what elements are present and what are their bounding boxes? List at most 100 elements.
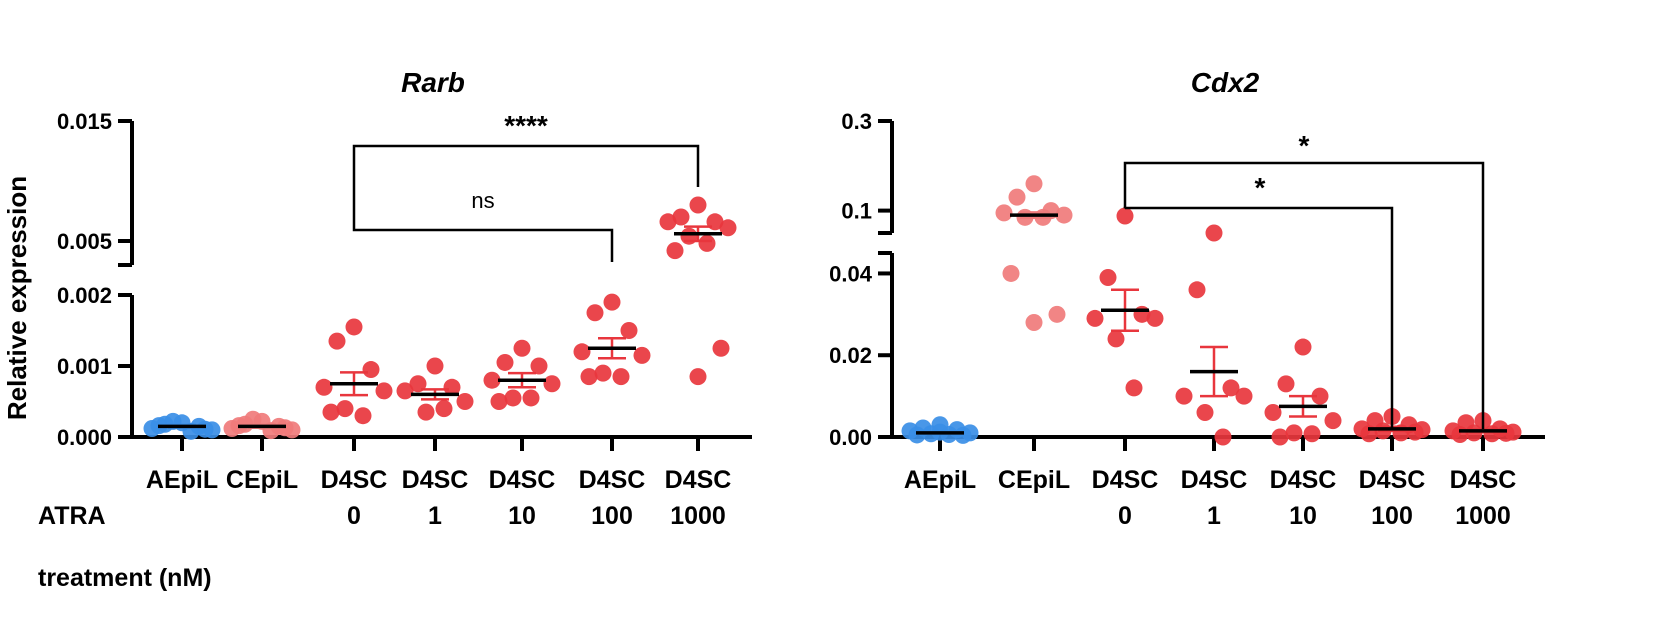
x-tick-label-d4sc: D4SC [665,466,732,494]
x-tick-label-dose: 1000 [670,502,726,530]
rarb-panel: Rarb 0.000 0.001 0.002 0.005 0.015 AEpiL CEpiL D… [57,67,752,530]
data-point [1025,314,1043,332]
significance-label: **** [504,110,548,141]
x-axis-label-line-1: ATRA [38,502,106,530]
data-point [504,389,522,407]
x-tick-label-aepil: AEpiL [904,466,976,494]
data-point [1303,425,1321,443]
data-point [426,357,444,375]
x-tick-label-d4sc: D4SC [1181,466,1248,494]
data-point [496,353,514,371]
data-point [1214,428,1232,446]
data-point [417,403,435,421]
data-point [1099,269,1117,287]
data-point [1175,387,1193,405]
data-point [396,382,414,400]
data-point [908,426,926,444]
data-point [666,242,684,260]
data-point [689,196,707,214]
data-point [530,357,548,375]
data-point [672,208,690,226]
data-point [354,407,372,425]
data-point [698,234,716,252]
cdx2-panel: Cdx2 0.00 0.02 0.04 0.1 0.3 AEpiL CEpiL D4SC 0 D4S… [829,67,1545,530]
x-tick-label-dose: 1000 [1455,502,1511,530]
y-tick-label: 0.1 [841,199,872,224]
data-point [435,400,453,418]
x-tick-label-d4sc: D4SC [321,466,388,494]
data-point [995,204,1013,222]
data-point [1107,330,1125,348]
data-point [712,339,730,357]
data-point [1497,424,1515,442]
x-tick-label-d4sc: D4SC [1450,466,1517,494]
data-point [1048,305,1066,323]
data-point [612,368,630,386]
data-point [719,219,737,237]
data-point [1406,423,1424,441]
x-tick-label-d4sc: D4SC [579,466,646,494]
x-tick-label-cepil: CEpiL [998,466,1070,494]
x-tick-label-aepil: AEpiL [146,466,218,494]
x-tick-label-d4sc: D4SC [1359,466,1426,494]
data-point [1055,206,1073,224]
y-tick-label: 0.04 [829,261,873,286]
x-tick-label-d4sc: D4SC [1270,466,1337,494]
data-point [490,393,508,410]
y-tick-label: 0.00 [829,425,872,450]
data-point [1086,309,1104,327]
significance-label: * [1299,130,1310,161]
x-tick-label-d4sc: D4SC [402,466,469,494]
data-point [456,393,474,410]
data-point [1235,387,1253,405]
x-tick-label-dose: 10 [1289,502,1317,530]
data-point [409,375,427,393]
data-point [522,389,540,407]
data-point [244,410,262,428]
x-axis-label-line-2: treatment (nM) [38,564,212,592]
x-tick-label-cepil: CEpiL [226,466,298,494]
data-point [620,322,638,339]
data-point [1324,412,1342,430]
chart-title: Rarb [401,67,465,98]
data-point [1294,338,1312,356]
data-point [1277,375,1295,393]
data-point [315,378,333,396]
data-point [1025,175,1043,193]
data-point [1196,403,1214,421]
significance-bracket [1123,206,1394,429]
data-point [483,371,501,389]
data-point [1451,426,1469,444]
data-point [573,343,591,361]
data-point [345,318,363,336]
y-tick-label: 0.001 [57,354,112,379]
data-point [513,339,531,357]
x-tick-label-d4sc: D4SC [1092,466,1159,494]
data-point [443,378,461,396]
x-tick-label-dose: 0 [1118,502,1132,530]
data-point [328,332,346,350]
y-tick-label: 0.3 [841,109,872,134]
significance-bracket [1123,161,1485,429]
data-point [1002,264,1020,282]
y-tick-label: 0.000 [57,425,112,450]
data-point [603,293,621,311]
x-tick-label-dose: 1 [1207,502,1221,530]
data-point [1222,379,1240,397]
y-tick-label: 0.015 [57,109,112,134]
data-point [1125,379,1143,397]
x-tick-label-dose: 100 [1371,502,1413,530]
data-point [689,368,707,386]
y-axis-label: Relative expression [2,176,32,420]
x-tick-label-dose: 0 [347,502,361,530]
x-tick-label-dose: 10 [508,502,536,530]
data-point [1311,387,1329,405]
significance-bracket [352,200,614,262]
significance-label: ns [471,188,494,213]
data-point [375,382,393,400]
y-tick-label: 0.005 [57,229,112,254]
data-point [362,361,380,379]
data-point [1271,428,1289,446]
data-point [1285,424,1303,442]
